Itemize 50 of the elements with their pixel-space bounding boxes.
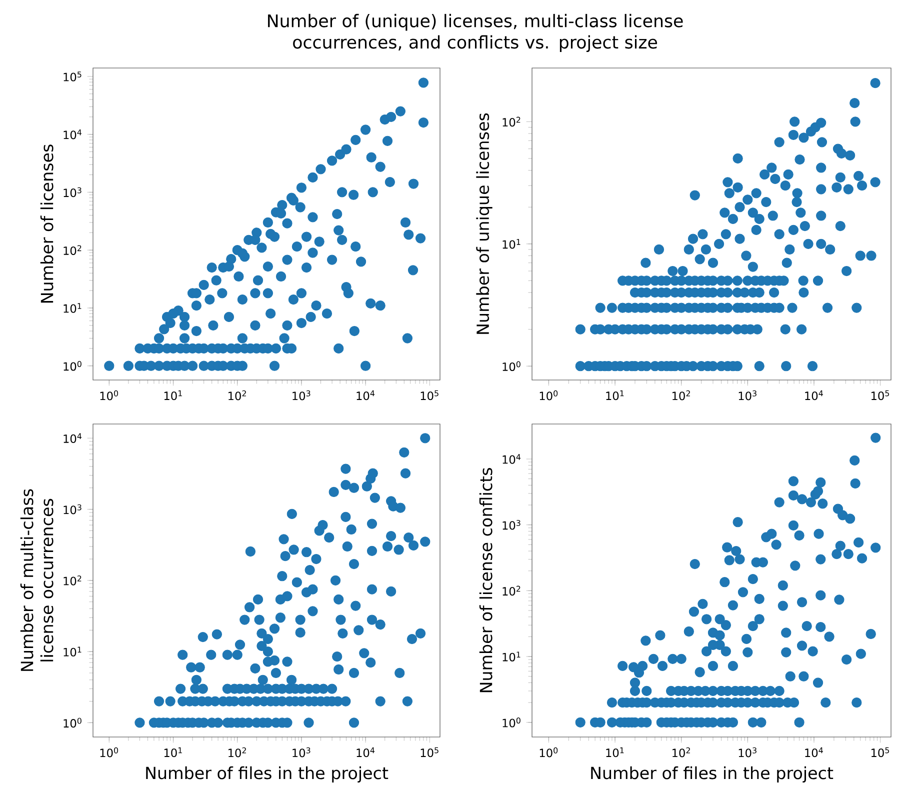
- x-tick-label: 10$^{1}$: [606, 390, 624, 400]
- y-tick-label: 10$^{0}$: [64, 718, 82, 728]
- x-tick-label: 10$^{2}$: [228, 390, 246, 400]
- text: Number of (unique) licenses, multi-class license occurrences, and conflicts vs. project size: [268, 14, 683, 52]
- x-tick-label: 10$^{4}$: [805, 747, 823, 758]
- x-tick-label: 10$^{4}$: [356, 747, 375, 758]
- y-tick-label: 10$^{0}$: [502, 717, 520, 728]
- y-tick-label: 10$^{4}$: [502, 454, 521, 464]
- x-tick-label: 10$^{2}$: [672, 747, 690, 758]
- x-tick-label: 10$^{0}$: [540, 747, 558, 758]
- y-tick-label: 10$^{3}$: [64, 187, 82, 198]
- y-tick-label: 10$^{4}$: [64, 129, 82, 140]
- x-tick-label: 10$^{0}$: [100, 747, 118, 758]
- y-tick-label: 10$^{2}$: [502, 586, 520, 596]
- x-tick-label: 10$^{5}$: [871, 390, 890, 400]
- y-tick-label: 10$^{0}$: [502, 361, 520, 372]
- x-tick-label: 10$^{3}$: [738, 390, 756, 400]
- x-tick-label: 10$^{5}$: [420, 747, 438, 758]
- y-tick-label: 10$^{3}$: [502, 520, 520, 530]
- x-tick-label: 10$^{1}$: [164, 747, 182, 758]
- x-tick-label: 10$^{0}$: [100, 390, 118, 400]
- y-tick-label: 10$^{1}$: [64, 646, 82, 656]
- x-tick-label: 10$^{3}$: [738, 747, 756, 758]
- y-tick-label: 10$^{2}$: [64, 245, 82, 256]
- y-tick-label: 10$^{4}$: [64, 433, 82, 443]
- x-tick-label: 10$^{1}$: [606, 747, 624, 758]
- y-axis-title: Number of multi-class license occurrences: [20, 489, 54, 671]
- y-tick-label: 10$^{3}$: [64, 504, 82, 514]
- x-tick-label: 10$^{2}$: [672, 390, 690, 400]
- y-tick-label: 10$^{2}$: [64, 576, 82, 586]
- x-tick-label: 10$^{1}$: [164, 390, 182, 400]
- y-axis-title: Number of licenses: [40, 144, 54, 303]
- x-tick-label: 10$^{3}$: [292, 390, 310, 400]
- y-tick-label: 10$^{2}$: [502, 116, 520, 127]
- x-axis-title: Number of files in the project: [146, 766, 388, 783]
- x-tick-label: 10$^{3}$: [292, 747, 310, 758]
- y-axis-title: Number of unique licenses: [476, 113, 492, 334]
- y-tick-label: 10$^{1}$: [502, 239, 520, 249]
- x-tick-label: 10$^{2}$: [228, 747, 246, 758]
- x-tick-label: 10$^{5}$: [871, 747, 890, 758]
- y-tick-label: 10$^{1}$: [64, 303, 82, 313]
- y-tick-label: 10$^{0}$: [64, 360, 82, 371]
- y-axis-title: Number of license conflicts: [479, 468, 492, 692]
- x-tick-label: 10$^{0}$: [540, 390, 558, 400]
- y-tick-label: 10$^{5}$: [64, 72, 82, 82]
- x-tick-label: 10$^{5}$: [420, 390, 438, 400]
- x-tick-label: 10$^{4}$: [356, 390, 375, 400]
- y-tick-label: 10$^{1}$: [502, 652, 520, 662]
- x-axis-title: Number of files in the project: [591, 766, 834, 783]
- x-tick-label: 10$^{4}$: [805, 390, 823, 400]
